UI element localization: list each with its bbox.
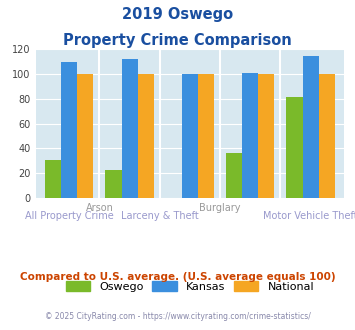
Bar bbox=[61, 62, 77, 198]
Bar bbox=[198, 74, 214, 198]
Text: All Property Crime: All Property Crime bbox=[25, 211, 114, 221]
Bar bbox=[286, 96, 302, 198]
Text: Burglary: Burglary bbox=[200, 203, 241, 213]
Text: Larceny & Theft: Larceny & Theft bbox=[121, 211, 199, 221]
Legend: Oswego, Kansas, National: Oswego, Kansas, National bbox=[66, 281, 314, 292]
Bar bbox=[319, 74, 335, 198]
Bar bbox=[105, 170, 121, 198]
Bar bbox=[302, 56, 319, 198]
Bar bbox=[77, 74, 93, 198]
Text: Motor Vehicle Theft: Motor Vehicle Theft bbox=[263, 211, 355, 221]
Bar bbox=[182, 74, 198, 198]
Text: Property Crime Comparison: Property Crime Comparison bbox=[63, 33, 292, 48]
Bar bbox=[138, 74, 154, 198]
Bar bbox=[45, 160, 61, 198]
Text: © 2025 CityRating.com - https://www.cityrating.com/crime-statistics/: © 2025 CityRating.com - https://www.city… bbox=[45, 312, 310, 321]
Bar bbox=[121, 59, 138, 198]
Bar bbox=[258, 74, 274, 198]
Text: 2019 Oswego: 2019 Oswego bbox=[122, 7, 233, 21]
Text: Compared to U.S. average. (U.S. average equals 100): Compared to U.S. average. (U.S. average … bbox=[20, 272, 335, 282]
Text: Arson: Arson bbox=[86, 203, 113, 213]
Bar bbox=[226, 153, 242, 198]
Bar bbox=[242, 73, 258, 198]
